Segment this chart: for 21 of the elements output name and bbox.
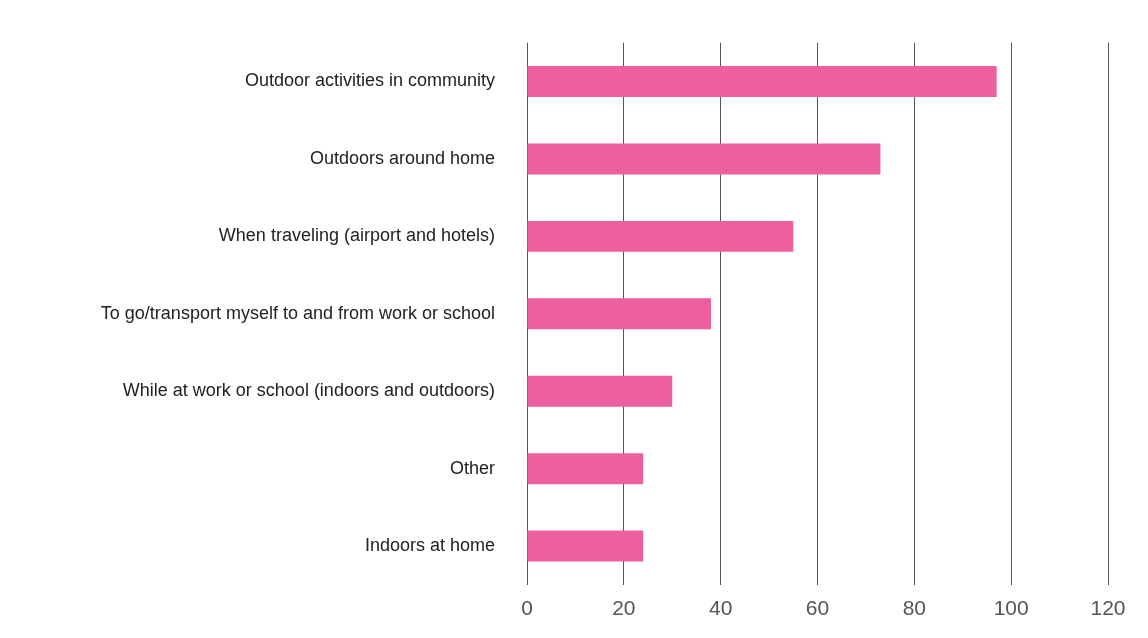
bar — [527, 143, 881, 175]
y-tick-label: When traveling (airport and hotels) — [218, 225, 495, 246]
x-tick-label: 100 — [993, 596, 1029, 620]
y-tick-label: Indoors at home — [364, 535, 495, 556]
y-tick-label: Outdoor activities in community — [244, 70, 495, 91]
x-tick-label: 60 — [805, 596, 830, 620]
y-tick-label: Other — [449, 457, 495, 478]
x-tick-label: 40 — [708, 596, 733, 620]
bar — [527, 298, 711, 330]
x-tick-label: 120 — [1090, 596, 1126, 620]
y-tick-label: While at work or school (indoors and outdoors) — [122, 380, 495, 401]
bar — [527, 453, 644, 485]
x-tick-label: 0 — [521, 596, 533, 620]
x-tick-label: 20 — [612, 596, 636, 620]
y-tick-label: To go/transport myself to and from work or school — [100, 302, 495, 323]
bar — [527, 530, 644, 562]
y-tick-label: Outdoors around home — [309, 147, 495, 168]
x-tick-label: 80 — [902, 596, 927, 620]
bar — [527, 220, 794, 252]
bar — [527, 66, 997, 97]
bar — [527, 375, 673, 407]
